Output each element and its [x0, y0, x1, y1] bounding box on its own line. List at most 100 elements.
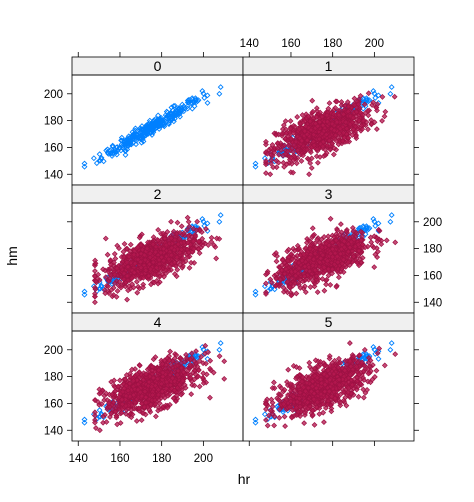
point-panel	[368, 121, 375, 128]
point-ref	[387, 218, 394, 225]
point-panel	[333, 284, 340, 290]
points-1	[252, 84, 398, 178]
point-panel	[263, 138, 269, 145]
point-panel	[161, 357, 168, 364]
point-panel	[314, 159, 321, 166]
point-panel	[173, 254, 180, 261]
point-ref	[132, 127, 139, 134]
strip-label-0: 0	[154, 58, 162, 74]
point-panel	[290, 157, 297, 164]
point-panel	[203, 360, 209, 367]
point-ref	[170, 103, 177, 110]
point-ref	[171, 109, 178, 116]
point-ref	[364, 224, 371, 231]
point-ref	[122, 148, 129, 155]
point-panel	[263, 280, 269, 287]
point-panel	[150, 241, 156, 248]
point-panel	[345, 134, 352, 141]
point-panel	[168, 245, 175, 251]
point-ref	[204, 92, 211, 99]
point-panel	[124, 273, 130, 279]
point-panel	[324, 112, 330, 119]
point-ref	[204, 99, 211, 106]
point-panel	[284, 257, 291, 264]
point-panel	[303, 244, 309, 251]
point-ref	[155, 112, 162, 119]
point-panel	[195, 238, 202, 245]
point-panel	[285, 142, 292, 149]
point-panel	[297, 276, 304, 283]
point-panel	[334, 119, 340, 125]
point-panel	[310, 232, 317, 239]
point-panel	[124, 259, 130, 266]
point-panel	[370, 244, 377, 251]
point-panel	[279, 126, 286, 132]
point-ref	[365, 98, 372, 105]
point-panel	[131, 251, 137, 258]
point-panel	[273, 157, 280, 164]
point-panel	[132, 260, 139, 267]
point-panel	[269, 142, 276, 148]
point-panel	[319, 130, 325, 137]
point-panel	[296, 265, 302, 272]
point-panel	[105, 283, 111, 290]
point-ref	[168, 115, 175, 122]
point-ref	[201, 94, 208, 101]
point-panel	[174, 219, 181, 226]
point-panel	[263, 158, 269, 164]
point-ref	[216, 218, 223, 225]
point-panel	[288, 251, 295, 258]
point-ref	[193, 96, 200, 103]
point-panel	[193, 227, 200, 234]
point-panel	[195, 245, 202, 252]
point-panel	[112, 255, 119, 262]
point-panel	[263, 161, 269, 168]
point-ref	[172, 102, 178, 109]
point-ref	[217, 84, 224, 91]
point-panel	[313, 273, 320, 280]
point-panel	[292, 272, 299, 279]
point-panel	[177, 354, 184, 361]
point-ref	[355, 225, 362, 232]
point-panel	[300, 251, 307, 258]
point-panel	[92, 419, 98, 426]
point-panel	[211, 242, 217, 249]
point-panel	[190, 225, 197, 232]
point-ref	[193, 352, 200, 359]
point-panel	[111, 271, 118, 278]
point-panel	[334, 253, 341, 260]
point-panel	[263, 170, 269, 177]
point-ref	[107, 149, 114, 156]
point-panel	[327, 250, 334, 257]
point-panel	[340, 129, 347, 136]
point-panel	[302, 123, 309, 130]
point-panel	[155, 237, 162, 244]
point-panel	[329, 266, 336, 273]
point-panel	[103, 390, 110, 397]
point-panel	[306, 171, 312, 178]
point-panel	[317, 255, 324, 262]
point-panel	[141, 252, 148, 258]
point-panel	[284, 278, 291, 285]
point-panel	[283, 161, 290, 168]
point-panel	[127, 248, 134, 255]
point-panel	[275, 151, 282, 158]
point-panel	[332, 104, 339, 111]
point-panel	[160, 230, 167, 237]
point-panel	[187, 241, 194, 248]
point-panel	[290, 169, 296, 176]
point-panel	[270, 164, 277, 171]
point-panel	[379, 94, 386, 100]
panel-4: 4	[71, 312, 244, 442]
point-panel	[164, 228, 171, 235]
point-panel	[319, 244, 325, 251]
point-panel	[185, 233, 192, 239]
point-ref	[98, 155, 105, 162]
point-ref	[118, 134, 125, 141]
point-panel	[342, 119, 349, 126]
point-panel	[153, 264, 160, 271]
point-panel	[371, 233, 378, 240]
point-panel	[289, 145, 295, 152]
point-panel	[160, 257, 167, 264]
point-panel	[111, 280, 118, 287]
